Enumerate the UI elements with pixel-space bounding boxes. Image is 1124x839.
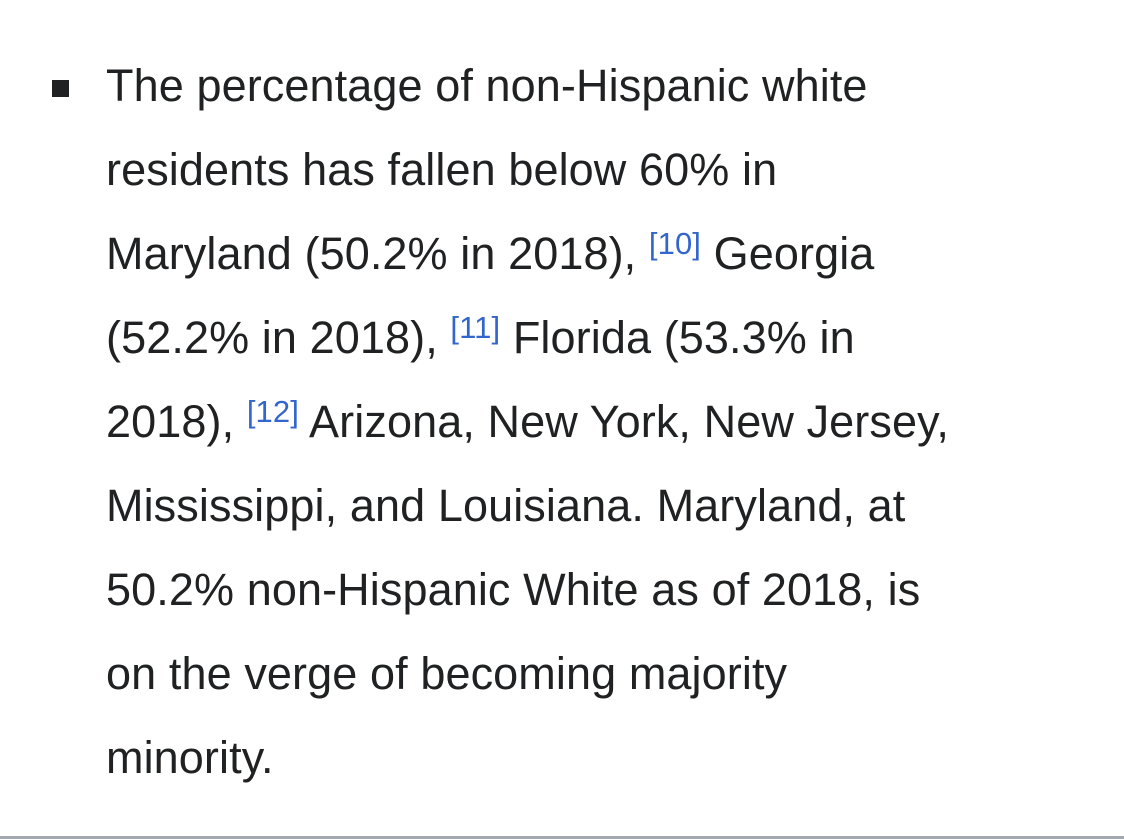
text-line-1: The percentage of non-Hispanic white [106,60,868,111]
text-line-6: Mississippi, and Louisiana. Maryland, at [106,480,906,531]
florida-year-text: 2018), [106,396,235,447]
list-item: The percentage of non-Hispanic white res… [0,44,1124,800]
georgia-text: Georgia [713,228,875,279]
text-line-5: 2018), [12] Arizona, New York, New Jerse… [106,380,1084,464]
text-line-3: Maryland (50.2% in 2018), [10] Georgia [106,212,1084,296]
text-line-4: (52.2% in 2018), [11] Florida (53.3% in [106,296,1084,380]
states-list-text: Arizona, New York, New Jersey, [309,396,949,447]
citation-link-10[interactable]: [10] [648,226,702,261]
maryland-text: Maryland (50.2% in 2018), [106,228,637,279]
text-line-9: minority. [106,732,274,783]
bullet-list: The percentage of non-Hispanic white res… [0,44,1124,800]
square-bullet-icon [52,80,69,97]
bottom-divider [0,836,1124,839]
text-line-8: on the verge of becoming majority [106,648,788,699]
georgia-value-text: (52.2% in 2018), [106,312,438,363]
text-line-2: residents has fallen below 60% in [106,144,778,195]
article-content: The percentage of non-Hispanic white res… [0,44,1124,800]
citation-link-12[interactable]: [12] [246,394,299,429]
citation-link-11[interactable]: [11] [450,310,501,345]
text-line-7: 50.2% non-Hispanic White as of 2018, is [106,564,921,615]
florida-text: Florida (53.3% in [512,312,855,363]
